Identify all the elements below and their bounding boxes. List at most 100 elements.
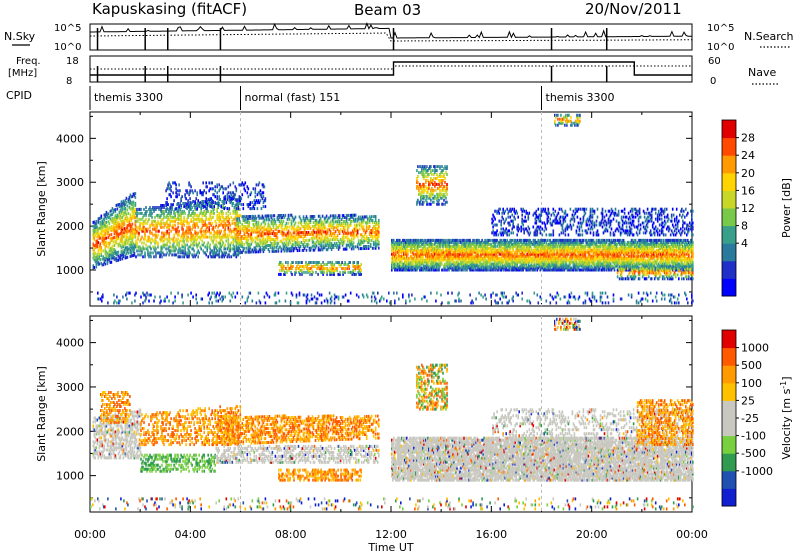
echo-cell [289,235,292,239]
echo-cell [440,248,442,252]
echo-cell [113,222,116,226]
echo-cell [203,223,205,227]
echo-cell [336,234,339,237]
echo-cell [177,213,179,217]
echo-cell [193,241,195,245]
echo-cell [284,247,287,251]
echo-cell [342,229,345,233]
echo-cell [284,233,287,237]
echo-cell [194,231,196,235]
echo-cell [496,262,498,266]
echo-cell [358,223,361,227]
echo-cell [371,246,374,250]
echo-cell [475,258,477,262]
echo-cell [98,246,101,250]
echo-cell [112,236,115,240]
nave-trace [90,65,692,70]
echo-cell [236,229,239,233]
echo-cell [291,215,294,219]
echo-cell [216,207,218,211]
echo-cell [232,229,235,233]
echo-cell [393,246,395,250]
echo-cell [424,252,426,256]
echo-cell [201,239,203,243]
echo-cell [517,256,519,260]
echo-cell [378,220,380,224]
echo-cell [260,207,263,211]
echo-cell [217,201,219,205]
echo-cell [287,237,290,241]
echo-cell [120,251,123,255]
echo-cell [287,233,290,237]
echo-cell [273,241,276,245]
echo-cell [374,232,377,236]
echo-cell [264,242,267,246]
echo-cell [214,243,216,247]
echo-cell [341,216,344,220]
echo-cell [287,241,290,245]
echo-cell [250,232,253,236]
echo-cell [111,238,114,242]
echo-cell [176,239,178,243]
echo-cell [347,270,349,274]
echo-cell [341,229,344,233]
echo-cell [345,231,348,235]
echo-cell [149,209,151,213]
echo-cell [183,239,185,243]
echo-cell [454,246,456,250]
echo-cell [337,224,340,228]
echo-cell [404,262,406,266]
echo-cell [113,249,116,253]
echo-cell [222,235,224,239]
echo-cell [362,239,365,243]
echo-cell [305,231,308,234]
echo-cell [304,233,307,236]
echo-cell [189,207,191,211]
echo-cell [473,248,475,252]
echo-cell [265,232,268,236]
echo-cell [232,237,235,241]
echo-cell [180,197,182,201]
echo-cell [434,242,436,246]
echo-cell [109,247,112,251]
echo-cell [460,268,462,272]
echo-cell [98,217,101,221]
echo-cell [322,261,324,264]
echo-cell [516,258,518,262]
echo-cell [103,260,106,264]
echo-cell [317,246,320,250]
echo-cell [517,240,519,244]
echo-cell [188,255,190,259]
echo-cell [482,268,484,272]
echo-cell [361,225,364,229]
echo-cell [410,268,412,272]
echo-cell [216,183,218,187]
echo-cell [343,216,346,219]
echo-cell [218,204,220,207]
echo-cell [315,222,318,226]
echo-cell [204,233,206,237]
echo-cell [272,238,275,241]
cpid-segment-label: themis 3300 [546,91,615,104]
echo-cell [408,242,410,246]
echo-cell [438,268,440,272]
echo-cell [329,242,332,246]
echo-cell [442,254,444,258]
echo-cell [247,205,250,209]
echo-cell [326,268,328,272]
echo-cell [475,254,477,258]
echo-cell [177,249,179,253]
echo-cell [467,260,469,264]
echo-cell [455,252,457,256]
echo-cell [205,191,207,195]
echo-cell [185,253,187,257]
echo-cell [490,242,492,246]
echo-cell [237,251,240,255]
echo-cell [331,265,333,268]
echo-cell [372,215,375,219]
echo-cell [350,215,353,219]
echo-cell [141,217,143,221]
echo-cell [501,246,503,250]
echo-cell [487,254,489,258]
echo-cell [319,267,321,270]
